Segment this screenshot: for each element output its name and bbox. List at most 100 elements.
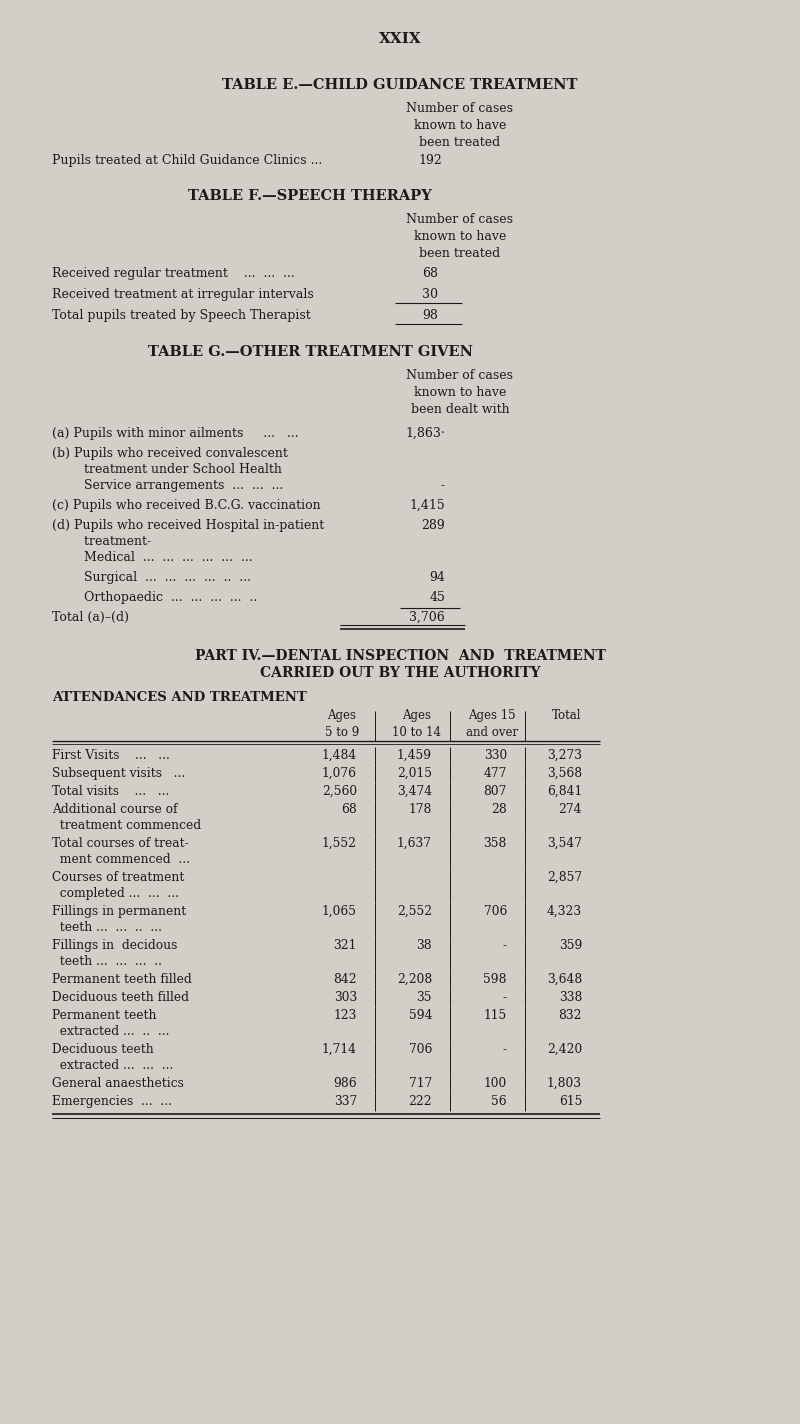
Text: Total courses of treat-: Total courses of treat- xyxy=(52,837,189,850)
Text: Surgical  ...  ...  ...  ...  ..  ...: Surgical ... ... ... ... .. ... xyxy=(52,571,251,584)
Text: 94: 94 xyxy=(429,571,445,584)
Text: 1,637: 1,637 xyxy=(397,837,432,850)
Text: 35: 35 xyxy=(417,991,432,1004)
Text: Orthopaedic  ...  ...  ...  ...  ..: Orthopaedic ... ... ... ... .. xyxy=(52,591,258,604)
Text: 1,065: 1,065 xyxy=(322,906,357,918)
Text: Number of cases
known to have
been treated: Number of cases known to have been treat… xyxy=(406,103,514,150)
Text: 1,863·: 1,863· xyxy=(406,427,445,440)
Text: (d) Pupils who received Hospital in-patient: (d) Pupils who received Hospital in-pati… xyxy=(52,518,324,533)
Text: 6,841: 6,841 xyxy=(546,785,582,797)
Text: 3,474: 3,474 xyxy=(397,785,432,797)
Text: Additional course of: Additional course of xyxy=(52,803,178,816)
Text: 706: 706 xyxy=(484,906,507,918)
Text: 337: 337 xyxy=(334,1095,357,1108)
Text: 68: 68 xyxy=(422,268,438,281)
Text: 4,323: 4,323 xyxy=(547,906,582,918)
Text: Received treatment at irregular intervals: Received treatment at irregular interval… xyxy=(52,288,314,300)
Text: 2,552: 2,552 xyxy=(397,906,432,918)
Text: ment commenced  ...: ment commenced ... xyxy=(52,853,190,866)
Text: Permanent teeth filled: Permanent teeth filled xyxy=(52,973,192,985)
Text: 100: 100 xyxy=(484,1077,507,1089)
Text: Deciduous teeth: Deciduous teeth xyxy=(52,1042,154,1057)
Text: treatment under School Health: treatment under School Health xyxy=(52,463,282,476)
Text: 717: 717 xyxy=(409,1077,432,1089)
Text: 338: 338 xyxy=(558,991,582,1004)
Text: 3,547: 3,547 xyxy=(547,837,582,850)
Text: 321: 321 xyxy=(334,938,357,953)
Text: 359: 359 xyxy=(558,938,582,953)
Text: XXIX: XXIX xyxy=(378,31,422,46)
Text: 3,568: 3,568 xyxy=(547,768,582,780)
Text: Medical  ...  ...  ...  ...  ...  ...: Medical ... ... ... ... ... ... xyxy=(52,551,253,564)
Text: 330: 330 xyxy=(484,749,507,762)
Text: Ages
10 to 14: Ages 10 to 14 xyxy=(393,709,442,739)
Text: 598: 598 xyxy=(483,973,507,985)
Text: Ages
5 to 9: Ages 5 to 9 xyxy=(325,709,359,739)
Text: 1,803: 1,803 xyxy=(547,1077,582,1089)
Text: 115: 115 xyxy=(484,1010,507,1022)
Text: General anaesthetics: General anaesthetics xyxy=(52,1077,184,1089)
Text: 706: 706 xyxy=(409,1042,432,1057)
Text: TABLE G.—OTHER TREATMENT GIVEN: TABLE G.—OTHER TREATMENT GIVEN xyxy=(147,345,473,359)
Text: 274: 274 xyxy=(558,803,582,816)
Text: teeth ...  ...  ...  ..: teeth ... ... ... .. xyxy=(52,956,162,968)
Text: 2,420: 2,420 xyxy=(546,1042,582,1057)
Text: 68: 68 xyxy=(342,803,357,816)
Text: 30: 30 xyxy=(422,288,438,300)
Text: 3,648: 3,648 xyxy=(546,973,582,985)
Text: PART IV.—DENTAL INSPECTION  AND  TREATMENT: PART IV.—DENTAL INSPECTION AND TREATMENT xyxy=(194,649,606,664)
Text: Number of cases
known to have
been dealt with: Number of cases known to have been dealt… xyxy=(406,369,514,416)
Text: 178: 178 xyxy=(409,803,432,816)
Text: teeth ...  ...  ..  ...: teeth ... ... .. ... xyxy=(52,921,162,934)
Text: Total: Total xyxy=(552,709,582,722)
Text: (b) Pupils who received convalescent: (b) Pupils who received convalescent xyxy=(52,447,288,460)
Text: 3,273: 3,273 xyxy=(547,749,582,762)
Text: 358: 358 xyxy=(484,837,507,850)
Text: 192: 192 xyxy=(418,154,442,167)
Text: CARRIED OUT BY THE AUTHORITY: CARRIED OUT BY THE AUTHORITY xyxy=(260,666,540,681)
Text: (a) Pupils with minor ailments     ...   ...: (a) Pupils with minor ailments ... ... xyxy=(52,427,298,440)
Text: Permanent teeth: Permanent teeth xyxy=(52,1010,157,1022)
Text: 2,560: 2,560 xyxy=(322,785,357,797)
Text: ATTENDANCES AND TREATMENT: ATTENDANCES AND TREATMENT xyxy=(52,691,306,703)
Text: Courses of treatment: Courses of treatment xyxy=(52,871,184,884)
Text: Number of cases
known to have
been treated: Number of cases known to have been treat… xyxy=(406,214,514,261)
Text: treatment-: treatment- xyxy=(52,535,151,548)
Text: 56: 56 xyxy=(491,1095,507,1108)
Text: 38: 38 xyxy=(416,938,432,953)
Text: Total visits    ...   ...: Total visits ... ... xyxy=(52,785,170,797)
Text: TABLE F.—SPEECH THERAPY: TABLE F.—SPEECH THERAPY xyxy=(188,189,432,204)
Text: extracted ...  ..  ...: extracted ... .. ... xyxy=(52,1025,170,1038)
Text: completed ...  ...  ...: completed ... ... ... xyxy=(52,887,179,900)
Text: 3,706: 3,706 xyxy=(410,611,445,624)
Text: -: - xyxy=(503,1042,507,1057)
Text: 303: 303 xyxy=(334,991,357,1004)
Text: Pupils treated at Child Guidance Clinics ...: Pupils treated at Child Guidance Clinics… xyxy=(52,154,322,167)
Text: 1,459: 1,459 xyxy=(397,749,432,762)
Text: 986: 986 xyxy=(334,1077,357,1089)
Text: 1,076: 1,076 xyxy=(322,768,357,780)
Text: 594: 594 xyxy=(409,1010,432,1022)
Text: TABLE E.—CHILD GUIDANCE TREATMENT: TABLE E.—CHILD GUIDANCE TREATMENT xyxy=(222,78,578,93)
Text: Ages 15
and over: Ages 15 and over xyxy=(466,709,518,739)
Text: 98: 98 xyxy=(422,309,438,322)
Text: Total pupils treated by Speech Therapist: Total pupils treated by Speech Therapist xyxy=(52,309,310,322)
Text: 477: 477 xyxy=(484,768,507,780)
Text: First Visits    ...   ...: First Visits ... ... xyxy=(52,749,170,762)
Text: 222: 222 xyxy=(408,1095,432,1108)
Text: -: - xyxy=(503,991,507,1004)
Text: 28: 28 xyxy=(491,803,507,816)
Text: (c) Pupils who received B.C.G. vaccination: (c) Pupils who received B.C.G. vaccinati… xyxy=(52,498,321,513)
Text: treatment commenced: treatment commenced xyxy=(52,819,201,832)
Text: 1,484: 1,484 xyxy=(322,749,357,762)
Text: Fillings in permanent: Fillings in permanent xyxy=(52,906,186,918)
Text: Deciduous teeth filled: Deciduous teeth filled xyxy=(52,991,189,1004)
Text: 45: 45 xyxy=(429,591,445,604)
Text: 807: 807 xyxy=(484,785,507,797)
Text: 615: 615 xyxy=(558,1095,582,1108)
Text: 123: 123 xyxy=(334,1010,357,1022)
Text: 832: 832 xyxy=(558,1010,582,1022)
Text: 289: 289 xyxy=(422,518,445,533)
Text: 2,015: 2,015 xyxy=(397,768,432,780)
Text: 1,415: 1,415 xyxy=(410,498,445,513)
